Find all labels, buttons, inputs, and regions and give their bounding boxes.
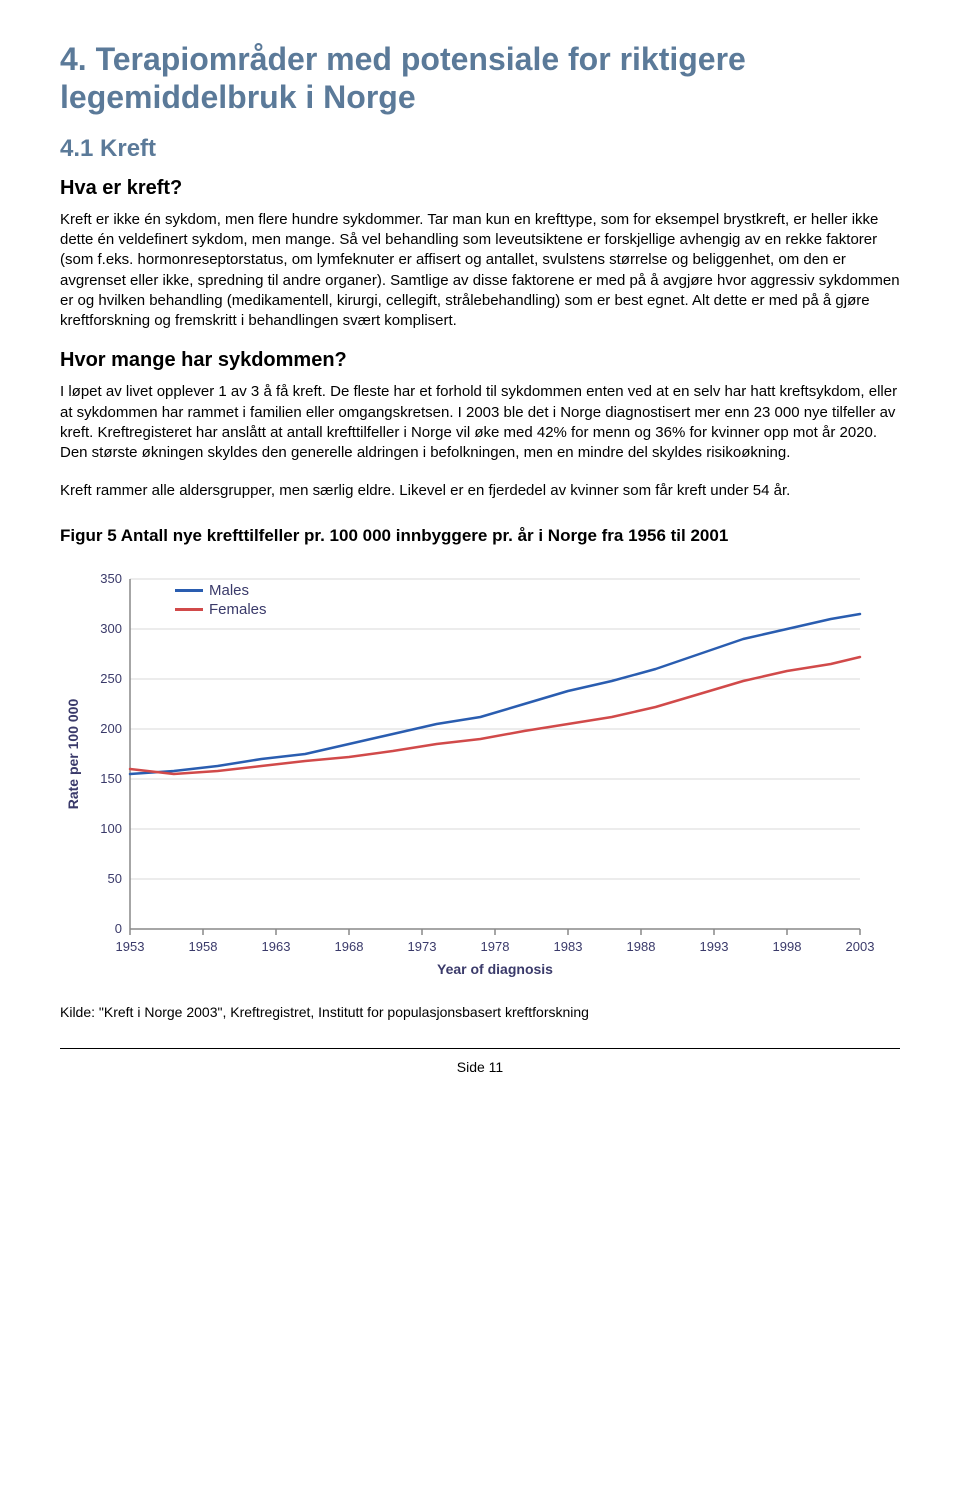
figure-title: Figur 5 Antall nye krefttilfeller pr. 10… <box>60 526 900 546</box>
section-heading: 4. Terapiområder med potensiale for rikt… <box>60 40 900 117</box>
svg-text:150: 150 <box>100 771 122 786</box>
subsection-heading: 4.1 Kreft <box>60 135 900 163</box>
svg-text:2003: 2003 <box>846 939 875 954</box>
q1-title: Hva er kreft? <box>60 177 900 200</box>
page-footer: Side 11 <box>60 1048 900 1075</box>
legend-label-females: Females <box>209 601 267 618</box>
svg-text:1988: 1988 <box>627 939 656 954</box>
legend-swatch-females <box>175 608 203 611</box>
svg-text:1963: 1963 <box>262 939 291 954</box>
svg-text:Year of diagnosis: Year of diagnosis <box>437 961 553 977</box>
legend-label-males: Males <box>209 582 249 599</box>
svg-text:100: 100 <box>100 821 122 836</box>
svg-text:200: 200 <box>100 721 122 736</box>
svg-text:1973: 1973 <box>408 939 437 954</box>
svg-text:1978: 1978 <box>481 939 510 954</box>
svg-text:0: 0 <box>115 921 122 936</box>
svg-text:1983: 1983 <box>554 939 583 954</box>
q1-body: Kreft er ikke én sykdom, men flere hundr… <box>60 210 900 332</box>
svg-text:1968: 1968 <box>335 939 364 954</box>
svg-text:250: 250 <box>100 671 122 686</box>
svg-text:50: 50 <box>108 871 122 886</box>
figure-source: Kilde: "Kreft i Norge 2003", Kreftregist… <box>60 1004 900 1020</box>
q2-title: Hvor mange har sykdommen? <box>60 349 900 372</box>
svg-text:350: 350 <box>100 571 122 586</box>
svg-text:1998: 1998 <box>773 939 802 954</box>
svg-text:1993: 1993 <box>700 939 729 954</box>
svg-text:300: 300 <box>100 621 122 636</box>
q2-body-1: I løpet av livet opplever 1 av 3 å få kr… <box>60 382 900 463</box>
svg-text:1958: 1958 <box>189 939 218 954</box>
q2-body-2: Kreft rammer alle aldersgrupper, men sær… <box>60 481 900 501</box>
chart-legend: Males Females <box>175 582 267 620</box>
line-chart: 0 50 100 150 200 250 300 350 1953 1958 1963 1968 197… <box>60 564 880 984</box>
svg-text:1953: 1953 <box>116 939 145 954</box>
svg-text:Rate per 100 000: Rate per 100 000 <box>65 698 81 809</box>
legend-swatch-males <box>175 589 203 592</box>
